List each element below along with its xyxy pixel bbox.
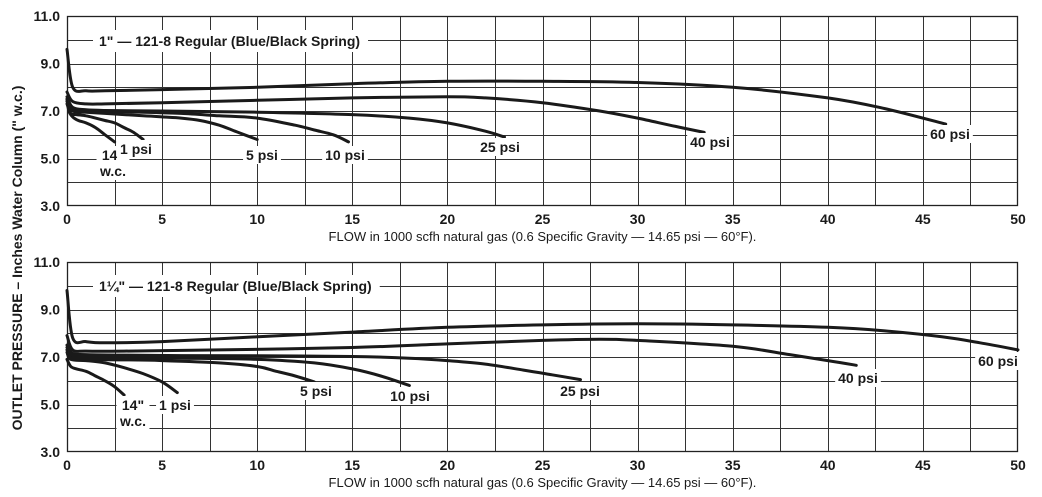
- series-label: 1 psi: [120, 141, 152, 157]
- series-line: [65, 90, 706, 134]
- y-tick-label: 5.0: [41, 397, 61, 413]
- y-tick-label: 11.0: [34, 8, 61, 24]
- series-line: [65, 357, 126, 397]
- series-label: w.c.: [119, 413, 146, 429]
- series-line: [65, 348, 316, 384]
- y-axis-label: OUTLET PRESSURE – Inches Water Column ("…: [9, 86, 25, 431]
- series-line: [65, 350, 179, 395]
- x-tick-label: 40: [820, 457, 836, 473]
- x-tick-label: 20: [440, 211, 456, 227]
- y-tick-label: 9.0: [41, 302, 61, 318]
- chart-title: 1" — 121-8 Regular (Blue/Black Spring): [99, 33, 360, 49]
- series-label-background: [927, 125, 973, 143]
- x-tick-label: 15: [345, 211, 361, 227]
- y-tick-label: 9.0: [41, 56, 61, 72]
- y-tick-label: 3.0: [41, 198, 61, 214]
- x-tick-label: 5: [158, 211, 166, 227]
- x-tick-label: 25: [535, 457, 551, 473]
- title-background: [93, 30, 369, 52]
- series-label: 60 psi: [978, 353, 1018, 369]
- x-tick-label: 20: [440, 457, 456, 473]
- x-axis-label: FLOW in 1000 scfh natural gas (0.6 Speci…: [329, 229, 757, 244]
- x-tick-label: 30: [630, 457, 646, 473]
- series-label: 25 psi: [560, 383, 600, 399]
- series-label: 5 psi: [246, 147, 278, 163]
- x-axis-label: FLOW in 1000 scfh natural gas (0.6 Speci…: [329, 475, 757, 490]
- series-label: w.c.: [99, 163, 126, 179]
- series-line: [65, 334, 858, 367]
- series-label: 5 psi: [300, 383, 332, 399]
- y-tick-label: 7.0: [41, 349, 61, 365]
- series-label-background: [477, 138, 523, 156]
- y-tick-label: 5.0: [41, 151, 61, 167]
- series-label-background: [116, 396, 150, 430]
- series-line: [65, 95, 506, 139]
- x-tick-label: 45: [915, 457, 931, 473]
- series-label-background: [156, 396, 194, 414]
- x-tick-label: 50: [1010, 211, 1026, 227]
- series-label: 10 psi: [390, 388, 430, 404]
- series-label-background: [687, 133, 733, 151]
- series-label-background: [117, 140, 155, 158]
- x-tick-label: 25: [535, 211, 551, 227]
- series-label: 60 psi: [930, 126, 970, 142]
- series-label-background: [387, 387, 433, 405]
- x-tick-label: 10: [249, 457, 265, 473]
- y-tick-label: 3.0: [41, 444, 61, 460]
- series-label: 14": [122, 397, 144, 413]
- x-tick-label: 35: [725, 211, 741, 227]
- x-tick-label: 15: [345, 457, 361, 473]
- title-background: [93, 275, 380, 297]
- x-tick-label: 35: [725, 457, 741, 473]
- series-label-background: [835, 369, 881, 387]
- y-tick-label: 7.0: [41, 103, 61, 119]
- series-line: [65, 102, 145, 141]
- x-tick-label: 30: [630, 211, 646, 227]
- x-tick-label: 10: [249, 211, 265, 227]
- chart-panel-1-quarter-inch: 3.0 5.0 7.0 9.0 11.0 0 5 10 15 20 25 30 35 40 45 50 FLOW…: [34, 254, 1026, 490]
- series-label: 1 psi: [159, 397, 191, 413]
- series-label-background: [557, 382, 603, 400]
- x-tick-label: 40: [820, 211, 836, 227]
- x-tick-label: 5: [158, 457, 166, 473]
- series-line: [65, 289, 1020, 352]
- y-tick-label: 11.0: [34, 254, 61, 270]
- x-tick-label: 0: [63, 457, 71, 473]
- series-label: 40 psi: [690, 134, 730, 150]
- series-label-background: [297, 382, 335, 400]
- chart-title: 1¼" — 121-8 Regular (Blue/Black Spring): [99, 278, 372, 294]
- chart-panel-1-inch: 3.0 5.0 7.0 9.0 11.0 0 5 10 15 20 25 30 35 40 45 50 FLOW…: [34, 8, 1026, 244]
- series-line: [65, 47, 948, 126]
- series-label-background: [243, 146, 281, 164]
- x-tick-label: 0: [63, 211, 71, 227]
- series-label-background: [322, 146, 368, 164]
- series-line: [65, 346, 411, 387]
- series-label-background: [975, 352, 1021, 370]
- series-label: 40 psi: [838, 370, 878, 386]
- series-line: [65, 343, 582, 382]
- x-tick-label: 45: [915, 211, 931, 227]
- series-label: 25 psi: [480, 139, 520, 155]
- series-label: 10 psi: [325, 147, 365, 163]
- x-tick-label: 50: [1010, 457, 1026, 473]
